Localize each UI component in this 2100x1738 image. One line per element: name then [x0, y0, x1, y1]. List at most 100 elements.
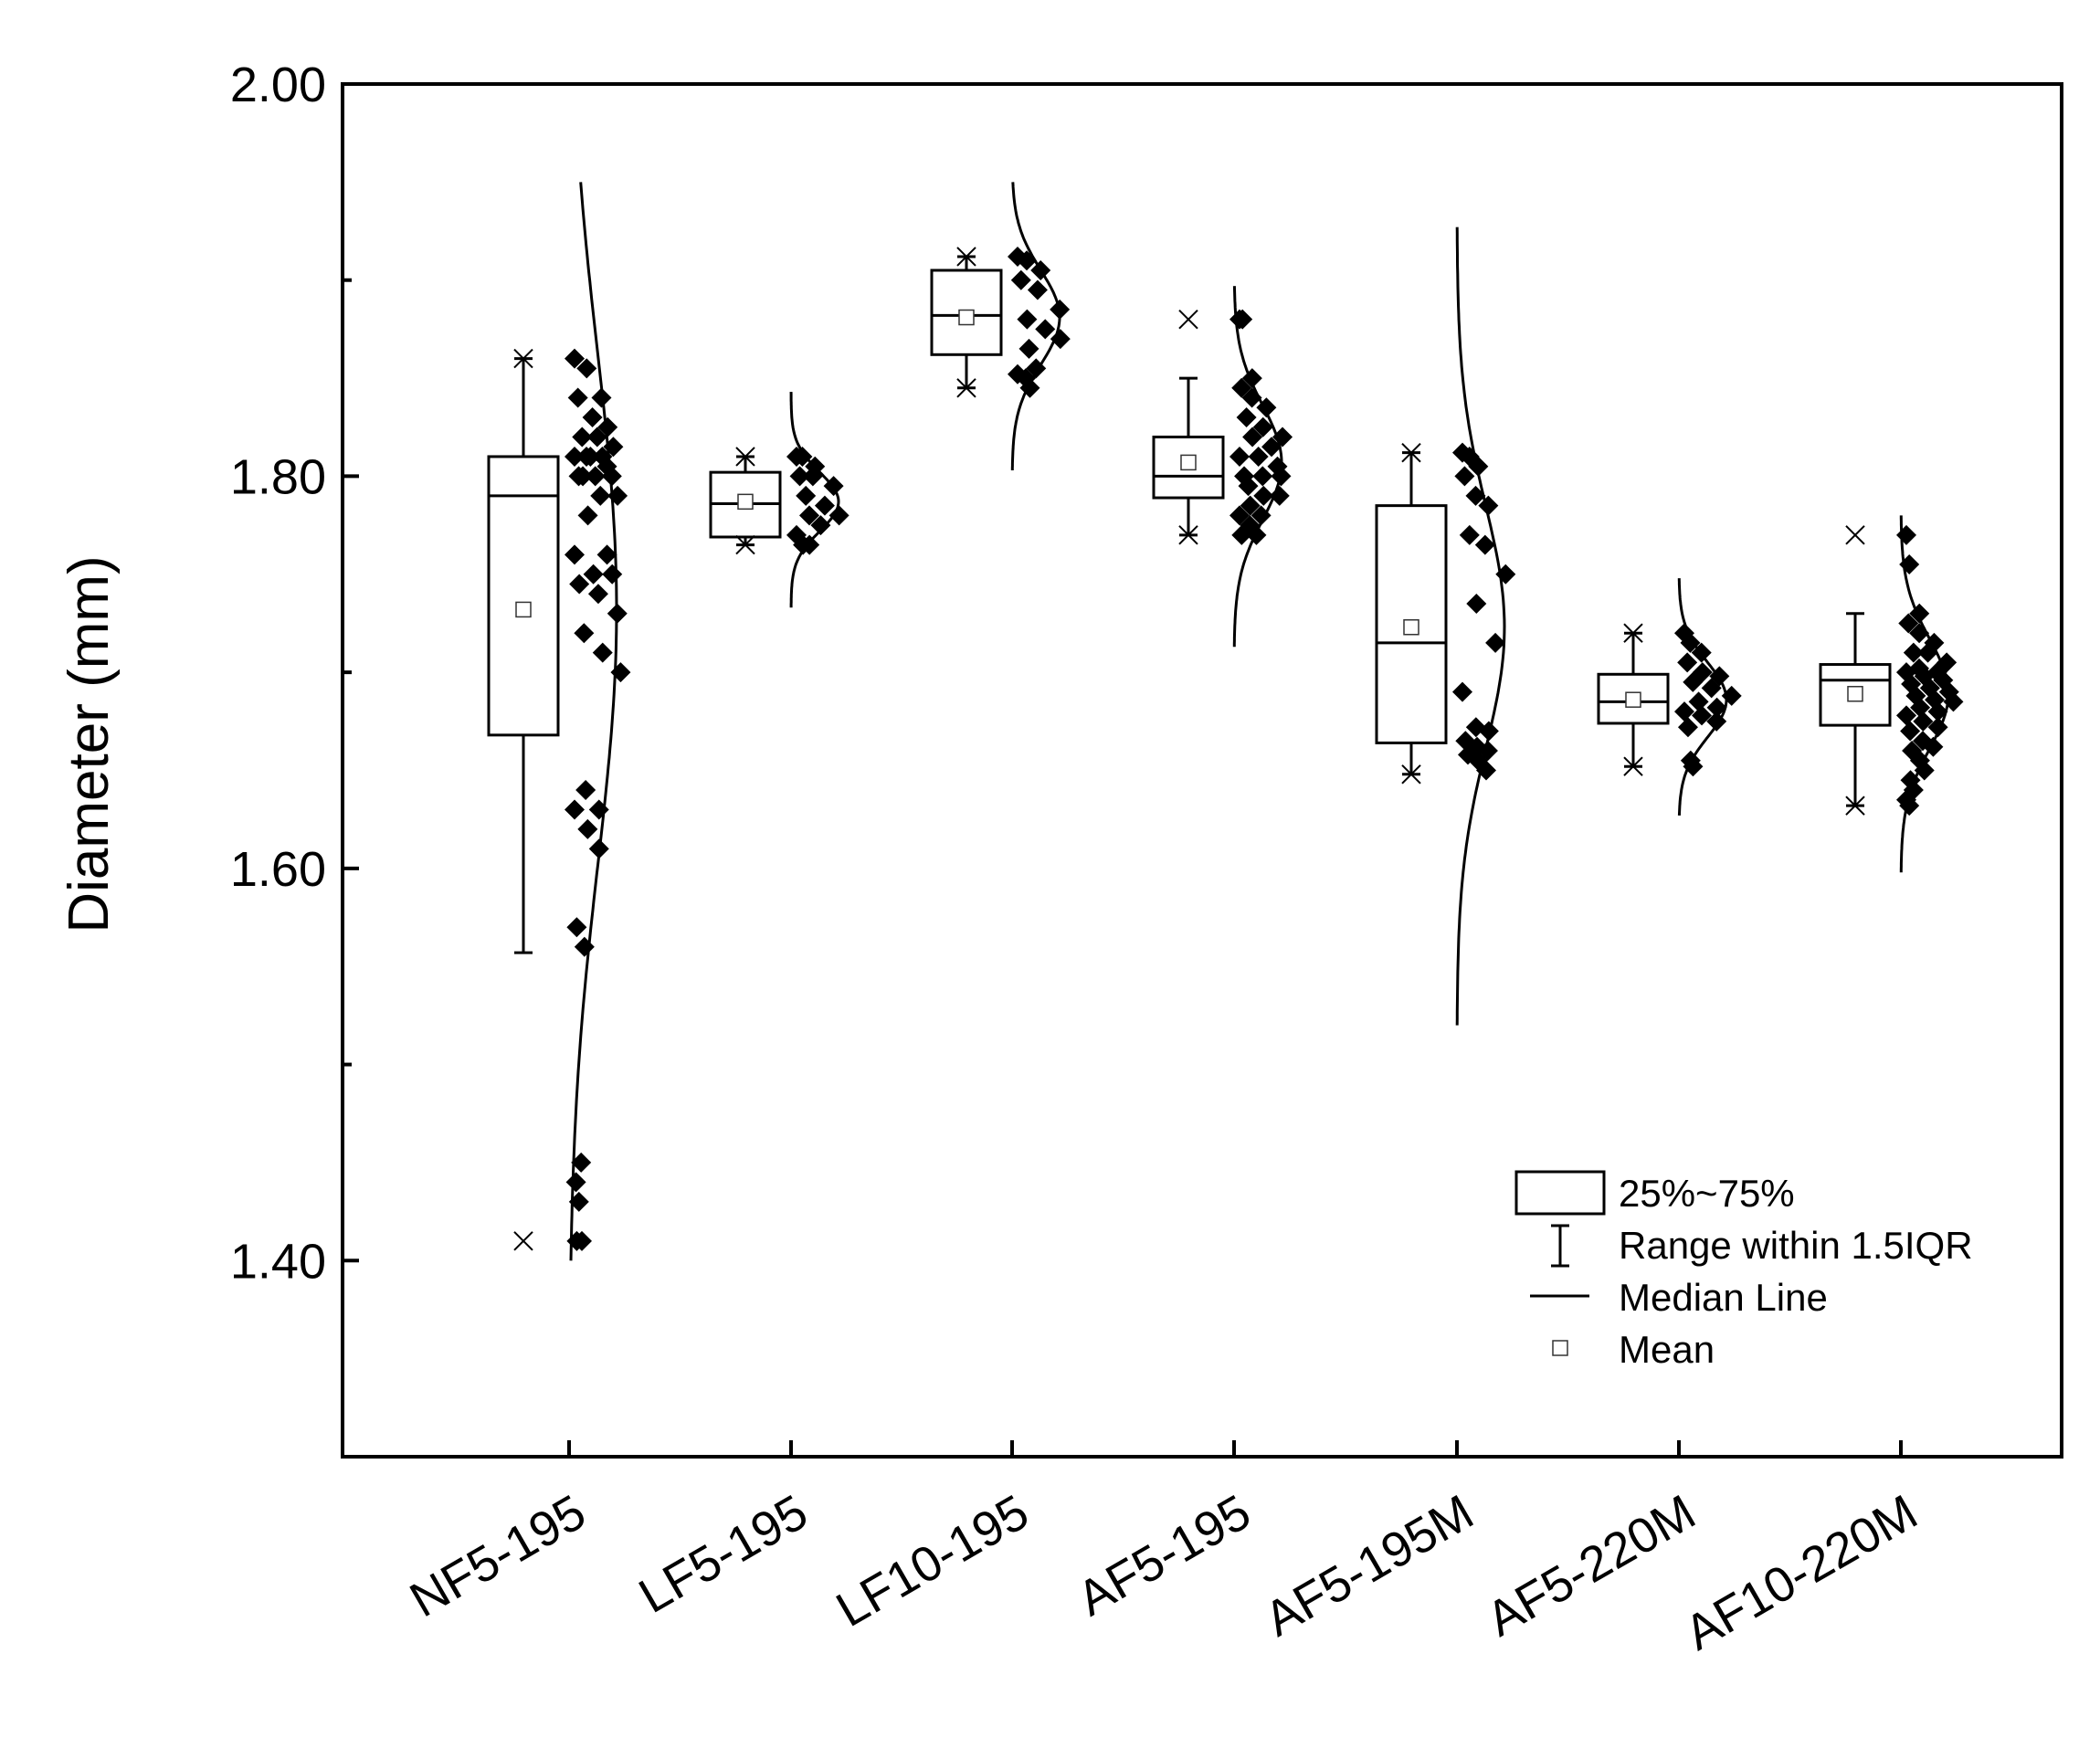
category-group [930, 182, 1071, 470]
cross-stroke [956, 378, 976, 398]
data-point [1248, 446, 1269, 467]
data-point [1927, 717, 1948, 738]
max-marker [735, 447, 755, 467]
iqr-box [487, 455, 560, 737]
distribution-curve [569, 182, 618, 1261]
category-group [1819, 515, 1964, 873]
data-point [1229, 505, 1250, 526]
data-point [582, 407, 603, 428]
iqr-box [1597, 672, 1670, 725]
category-group [709, 392, 849, 608]
data-point [1027, 279, 1048, 300]
data-point [1017, 250, 1038, 271]
mean-marker [1625, 691, 1641, 708]
legend-label: 25%~75% [1619, 1172, 1795, 1215]
data-point [1019, 377, 1040, 398]
data-point [586, 427, 607, 448]
legend-label: Median Line [1619, 1276, 1828, 1319]
data-point [1701, 678, 1722, 699]
data-point [590, 485, 611, 506]
data-point [1459, 524, 1480, 545]
category-group [487, 182, 631, 1261]
data-point [1495, 564, 1516, 585]
data-point [1677, 717, 1698, 738]
y-tick-label: 2.00 [230, 58, 326, 112]
legend-mean-icon [1552, 1340, 1568, 1356]
cross-stroke [513, 1231, 533, 1251]
mean-marker [1847, 686, 1863, 702]
min-marker [513, 1231, 533, 1251]
data-point [810, 515, 831, 536]
data-point [603, 437, 624, 458]
data-point [1010, 269, 1031, 290]
mean-marker [515, 601, 532, 618]
x-tick-label: AF10-220M [1676, 1484, 1926, 1660]
data-point [1896, 524, 1916, 545]
x-tick-label: LF10-195 [828, 1484, 1038, 1638]
data-point [571, 1152, 592, 1173]
data-point [588, 838, 609, 859]
data-point [573, 466, 594, 487]
distribution-curve [1010, 182, 1061, 470]
data-point [1256, 397, 1277, 418]
data-point [602, 564, 623, 585]
x-tick-label: AF5-220M [1478, 1484, 1704, 1647]
data-point [1231, 377, 1252, 398]
legend-item: 25%~75% [1514, 1170, 1795, 1216]
data-point [1900, 721, 1921, 742]
data-point [1478, 495, 1499, 516]
cross-stroke [513, 348, 533, 369]
data-point [1927, 701, 1948, 722]
mean-marker [1180, 454, 1197, 471]
cross-stroke [1401, 764, 1421, 785]
data-point [1917, 642, 1938, 663]
data-point [568, 1191, 589, 1212]
max-marker [1178, 309, 1198, 330]
data-point [1252, 416, 1273, 437]
data-point [1272, 427, 1293, 448]
data-point [1721, 685, 1742, 706]
data-point [1683, 671, 1704, 692]
data-point [587, 584, 608, 605]
cross-stroke [1623, 623, 1643, 643]
data-point [1241, 387, 1262, 408]
data-point [796, 485, 817, 506]
data-point [577, 505, 598, 526]
y-tick-label: 1.80 [230, 449, 326, 504]
data-point [574, 623, 595, 644]
max-marker [1623, 623, 1643, 643]
y-axis-title: Diameter (mm) [58, 555, 121, 932]
min-marker [1623, 756, 1643, 776]
data-point [574, 936, 595, 957]
data-point [601, 466, 622, 487]
data-point [1909, 623, 1930, 644]
data-point [583, 564, 604, 585]
data-point [802, 466, 823, 487]
legend-label: Range within 1.5IQR [1619, 1224, 1973, 1267]
data-point [565, 348, 585, 369]
legend-item: Median Line [1530, 1276, 1828, 1319]
data-point [566, 1230, 587, 1251]
legend-item: Mean [1552, 1328, 1715, 1371]
data-point [1913, 711, 1934, 732]
data-point [1683, 756, 1704, 777]
data-point [575, 779, 596, 800]
data-point [607, 603, 628, 624]
data-point [1688, 691, 1709, 712]
data-point [799, 534, 820, 555]
data-point [1231, 524, 1252, 545]
data-point [565, 799, 585, 820]
legend-item: Range within 1.5IQR [1551, 1224, 1973, 1268]
data-point [569, 574, 590, 595]
data-point [1269, 485, 1290, 506]
data-point [1240, 495, 1261, 516]
cross-stroke [735, 447, 755, 467]
data-point [565, 544, 585, 565]
data-point [576, 358, 597, 379]
series-layer [487, 182, 1964, 1261]
data-point [1232, 309, 1253, 330]
data-point [1680, 632, 1701, 653]
max-marker [1401, 442, 1421, 463]
plot-frame [341, 82, 2063, 1459]
